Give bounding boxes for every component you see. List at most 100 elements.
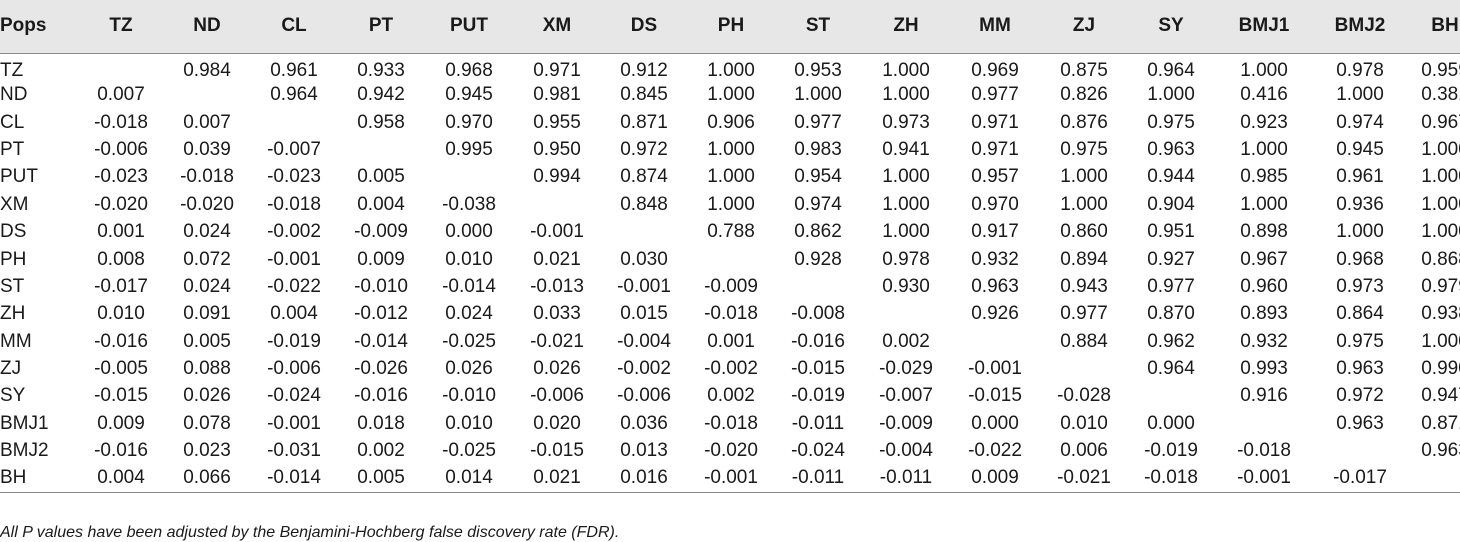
table-cell: 1.000: [882, 193, 930, 215]
header-row: Pops TZ ND CL PT PUT XM DS PH ST ZH MM ZJ SY BMJ1 BMJ2 B…: [0, 0, 1460, 54]
table-cell: 0.960: [1240, 275, 1288, 297]
table-cell: 0.864: [1336, 303, 1384, 325]
table-cell: 1.000: [1240, 138, 1288, 160]
table-cell: 0.968: [1336, 248, 1384, 270]
table-cell: 1.000: [1240, 193, 1288, 215]
table-cell: 0.971: [533, 59, 581, 81]
table-cell: 0.993: [1240, 358, 1288, 380]
table-cell: 0.973: [1336, 275, 1384, 297]
table-cell: -0.013: [530, 275, 584, 297]
table-cell: -0.009: [704, 275, 758, 297]
table-cell: 0.963: [1336, 412, 1384, 434]
table-row: CL -0.018 0.007 0.958 0.970 0.955 0.871 0.906 0.…: [0, 109, 1460, 136]
column-header-mm: MM: [950, 0, 1040, 54]
table-cell: 1.000: [794, 84, 842, 106]
table-cell: [338, 136, 424, 163]
table-cell: -0.019: [1144, 440, 1198, 462]
table-cell: 0.004: [357, 193, 405, 215]
table-cell: 0.002: [707, 385, 755, 407]
table-cell: 0.021: [533, 248, 581, 270]
row-label: ZH: [0, 303, 26, 325]
table-cell: 0.039: [183, 138, 231, 160]
table-cell: 0.979: [1421, 275, 1460, 297]
table-cell: 0.959: [1421, 59, 1460, 81]
table-cell: 0.933: [357, 59, 405, 81]
row-label: ST: [0, 275, 25, 297]
table-cell: -0.007: [267, 138, 321, 160]
table-cell: [1214, 410, 1314, 437]
table-cell: 0.972: [620, 138, 668, 160]
table-cell: 0.009: [357, 248, 405, 270]
table-cell: 1.000: [1421, 193, 1460, 215]
table-cell: 0.788: [707, 221, 755, 243]
table-cell: 0.958: [357, 111, 405, 133]
table-row: ST -0.017 0.024 -0.022 -0.010 -0.014 -0.013 -0.…: [0, 273, 1460, 300]
table-cell: -0.031: [267, 440, 321, 462]
table-cell: -0.015: [968, 385, 1022, 407]
table-cell: -0.018: [1237, 440, 1291, 462]
table-cell: 0.026: [183, 385, 231, 407]
table-cell: 0.942: [357, 84, 405, 106]
table-cell: 0.875: [1060, 59, 1108, 81]
table-cell: 0.955: [533, 111, 581, 133]
table-cell: 0.963: [1336, 358, 1384, 380]
table-cell: 0.004: [270, 303, 318, 325]
table-cell: 0.963: [971, 275, 1019, 297]
table-cell: -0.012: [354, 303, 408, 325]
table-cell: -0.016: [791, 330, 845, 352]
table-cell: 0.876: [1060, 111, 1108, 133]
table-cell: [1040, 355, 1128, 382]
table-cell: 0.975: [1060, 138, 1108, 160]
table-cell: 0.845: [620, 84, 668, 106]
table-cell: 0.871: [620, 111, 668, 133]
row-label: MM: [0, 330, 32, 352]
table-cell: 0.893: [1240, 303, 1288, 325]
table-cell: 0.002: [357, 440, 405, 462]
table-cell: 0.971: [971, 111, 1019, 133]
table-cell: [600, 218, 688, 245]
table-cell: 0.860: [1060, 221, 1108, 243]
table-cell: 1.000: [1421, 221, 1460, 243]
table-cell: 0.874: [620, 166, 668, 188]
table-row: MM -0.016 0.005 -0.019 -0.014 -0.025 -0.021 -0.…: [0, 328, 1460, 355]
table-cell: 0.983: [794, 138, 842, 160]
table-cell: 0.981: [533, 84, 581, 106]
table-cell: 0.010: [445, 412, 493, 434]
table-cell: 0.088: [183, 358, 231, 380]
table-cell: 0.930: [882, 275, 930, 297]
table-cell: 0.006: [1060, 440, 1108, 462]
row-label: BH: [0, 464, 78, 493]
table-cell: 0.945: [445, 84, 493, 106]
table-cell: 0.007: [97, 84, 145, 106]
table-cell: 1.000: [1336, 221, 1384, 243]
table-cell: -0.022: [968, 440, 1022, 462]
table-cell: [1406, 464, 1460, 493]
row-label: PT: [0, 138, 25, 160]
table-cell: -0.001: [688, 464, 774, 493]
table-cell: 0.002: [882, 330, 930, 352]
table-cell: 0.968: [445, 59, 493, 81]
table-cell: -0.001: [1214, 464, 1314, 493]
table-cell: 0.005: [357, 166, 405, 188]
table-cell: -0.023: [94, 166, 148, 188]
table-cell: 0.947: [1421, 385, 1460, 407]
table-body: TZ 0.984 0.961 0.933 0.968 0.971 0.912 1.000 0.9…: [0, 53, 1460, 493]
table-cell: 0.005: [338, 464, 424, 493]
table-cell: -0.018: [704, 303, 758, 325]
table-cell: 0.091: [183, 303, 231, 325]
column-header-st: ST: [774, 0, 862, 54]
table-cell: 1.000: [1421, 138, 1460, 160]
row-label: XM: [0, 193, 29, 215]
table-cell: 0.970: [445, 111, 493, 133]
table-cell: 0.944: [1147, 166, 1195, 188]
table-cell: 0.975: [1147, 111, 1195, 133]
table-cell: 0.007: [183, 111, 231, 133]
table-cell: 0.961: [270, 59, 318, 81]
table-cell: 1.000: [1060, 193, 1108, 215]
table-cell: 0.000: [1147, 412, 1195, 434]
table-cell: -0.015: [94, 385, 148, 407]
table-cell: 0.974: [794, 193, 842, 215]
table-cell: 1.000: [707, 59, 755, 81]
table-cell: 0.870: [1147, 303, 1195, 325]
table-cell: 0.009: [950, 464, 1040, 493]
